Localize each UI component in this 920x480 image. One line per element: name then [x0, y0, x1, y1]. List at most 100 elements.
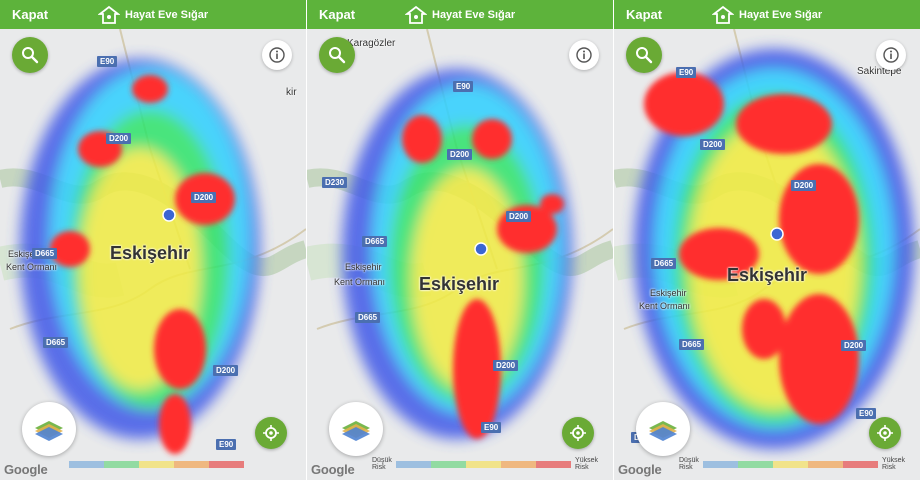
road-label-d200-south: D200 — [841, 340, 867, 351]
forest-label-line-1: Eskişehir — [8, 249, 45, 259]
road-label-d665-south: D665 — [679, 339, 705, 350]
legend-low-label: Düşük Risk — [679, 457, 699, 471]
road-label-d200-south: D200 — [493, 360, 519, 371]
top-bar: Kapat Hayat Eve Sığar — [614, 0, 920, 29]
brand-title: Hayat Eve Sığar — [432, 9, 516, 21]
legend-swatch-4 — [808, 460, 844, 468]
locate-icon — [263, 425, 279, 441]
legend-high-label: Yüksek Risk — [882, 457, 905, 471]
road-label-d200-east: D200 — [506, 211, 532, 222]
info-button[interactable] — [569, 40, 599, 70]
map-panel-1: Kapat Hayat Eve Sığar — [0, 0, 307, 480]
legend-swatch-4 — [174, 460, 209, 468]
road-label-d200-west: D200 — [700, 139, 726, 150]
search-icon — [22, 47, 39, 64]
road-label-d200-south: D200 — [213, 365, 239, 376]
map-layers-button[interactable] — [329, 402, 383, 456]
legend-swatch-4 — [501, 460, 537, 468]
road-label-d230: D230 — [322, 177, 348, 188]
close-button[interactable]: Kapat — [626, 7, 663, 22]
legend-swatch-3 — [773, 460, 809, 468]
top-bar: Kapat Hayat Eve Sığar — [307, 0, 613, 29]
heatmap-canvas — [0, 29, 306, 480]
forest-label-line-2: Kent Ormanı — [334, 277, 386, 287]
forest-label-line-1: Eskişehir — [650, 288, 687, 298]
road-label-d665-south: D665 — [355, 312, 381, 323]
legend-swatch-1 — [703, 460, 739, 468]
legend-swatch-1 — [396, 460, 432, 468]
road-label-e90-north: E90 — [97, 56, 118, 67]
legend-swatch-5 — [536, 460, 572, 468]
forest-label-line-2: Kent Ormanı — [639, 301, 691, 311]
map-layers-icon — [342, 421, 370, 441]
info-button[interactable] — [876, 40, 906, 70]
locate-button[interactable] — [869, 417, 901, 449]
legend-swatch-2 — [104, 460, 139, 468]
hayat-eve-sigar-logo-icon — [405, 5, 427, 24]
brand-title: Hayat Eve Sığar — [739, 9, 823, 21]
info-button[interactable] — [262, 40, 292, 70]
settlement-label: Sakintepe — [857, 66, 902, 77]
road-label-e90-south: E90 — [481, 422, 502, 433]
legend-high-label: Yüksek Risk — [575, 457, 598, 471]
road-label-e90-north: E90 — [453, 81, 474, 92]
risk-legend: Düşük Risk Yüksek Risk — [679, 457, 905, 471]
risk-legend: Düşük Risk Yüksek Risk — [372, 457, 598, 471]
search-icon — [636, 47, 653, 64]
road-label-d665-north: D665 — [32, 248, 58, 259]
road-label-e90-north: E90 — [676, 67, 697, 78]
legend-bar — [396, 460, 572, 468]
legend-swatch-2 — [738, 460, 774, 468]
legend-low-label: Düşük Risk — [372, 457, 392, 471]
legend-swatch-5 — [209, 460, 244, 468]
search-button[interactable] — [319, 37, 355, 73]
brand: Hayat Eve Sığar — [98, 5, 208, 25]
risk-heatmap[interactable]: Eskişehir Eskişehir Kent Ormanı kir E90 … — [0, 29, 306, 480]
brand: Hayat Eve Sığar — [712, 5, 822, 25]
info-icon — [576, 47, 592, 63]
search-icon — [329, 47, 346, 64]
road-label-e90-south: E90 — [856, 408, 877, 419]
locate-icon — [877, 425, 893, 441]
road-label-d200-east: D200 — [791, 180, 817, 191]
map-layers-icon — [649, 421, 677, 441]
legend-swatch-3 — [466, 460, 502, 468]
road-label-d200-west: D200 — [106, 133, 132, 144]
close-button[interactable]: Kapat — [12, 7, 49, 22]
forest-label-line-1: Eskişehir — [345, 262, 382, 272]
close-button[interactable]: Kapat — [319, 7, 356, 22]
search-button[interactable] — [626, 37, 662, 73]
road-label-d665-north: D665 — [362, 236, 388, 247]
road-label-d200-east: D200 — [191, 192, 217, 203]
map-layers-button[interactable] — [22, 402, 76, 456]
map-layers-button[interactable] — [636, 402, 690, 456]
legend-bar — [703, 460, 879, 468]
map-panel-2: Kapat Hayat Eve Sığar — [307, 0, 614, 480]
road-label-e90-south: E90 — [216, 439, 237, 450]
legend-swatch-5 — [843, 460, 879, 468]
locate-button[interactable] — [562, 417, 594, 449]
road-label-d665-north: D665 — [651, 258, 677, 269]
road-label-d200-west: D200 — [447, 149, 473, 160]
settlement-label: Karagözler — [347, 38, 396, 49]
legend-swatch-3 — [139, 460, 174, 468]
city-label: Eskişehir — [419, 274, 500, 294]
legend-swatch-2 — [431, 460, 467, 468]
hayat-eve-sigar-logo-icon — [712, 5, 734, 24]
road-label-d665-south: D665 — [43, 337, 69, 348]
search-button[interactable] — [12, 37, 48, 73]
map-panel-3: Kapat Hayat Eve Sığar — [614, 0, 920, 480]
map-layers-icon — [35, 421, 63, 441]
legend-bar — [69, 460, 244, 468]
google-logo: Google — [4, 462, 48, 477]
top-bar: Kapat Hayat Eve Sığar — [0, 0, 306, 29]
info-icon — [883, 47, 899, 63]
hayat-eve-sigar-logo-icon — [98, 5, 120, 24]
locate-icon — [570, 425, 586, 441]
city-label: Eskişehir — [110, 243, 191, 263]
brand: Hayat Eve Sığar — [405, 5, 515, 25]
forest-label-line-2: Kent Ormanı — [6, 262, 58, 272]
locate-button[interactable] — [255, 417, 287, 449]
city-label: Eskişehir — [727, 265, 808, 285]
